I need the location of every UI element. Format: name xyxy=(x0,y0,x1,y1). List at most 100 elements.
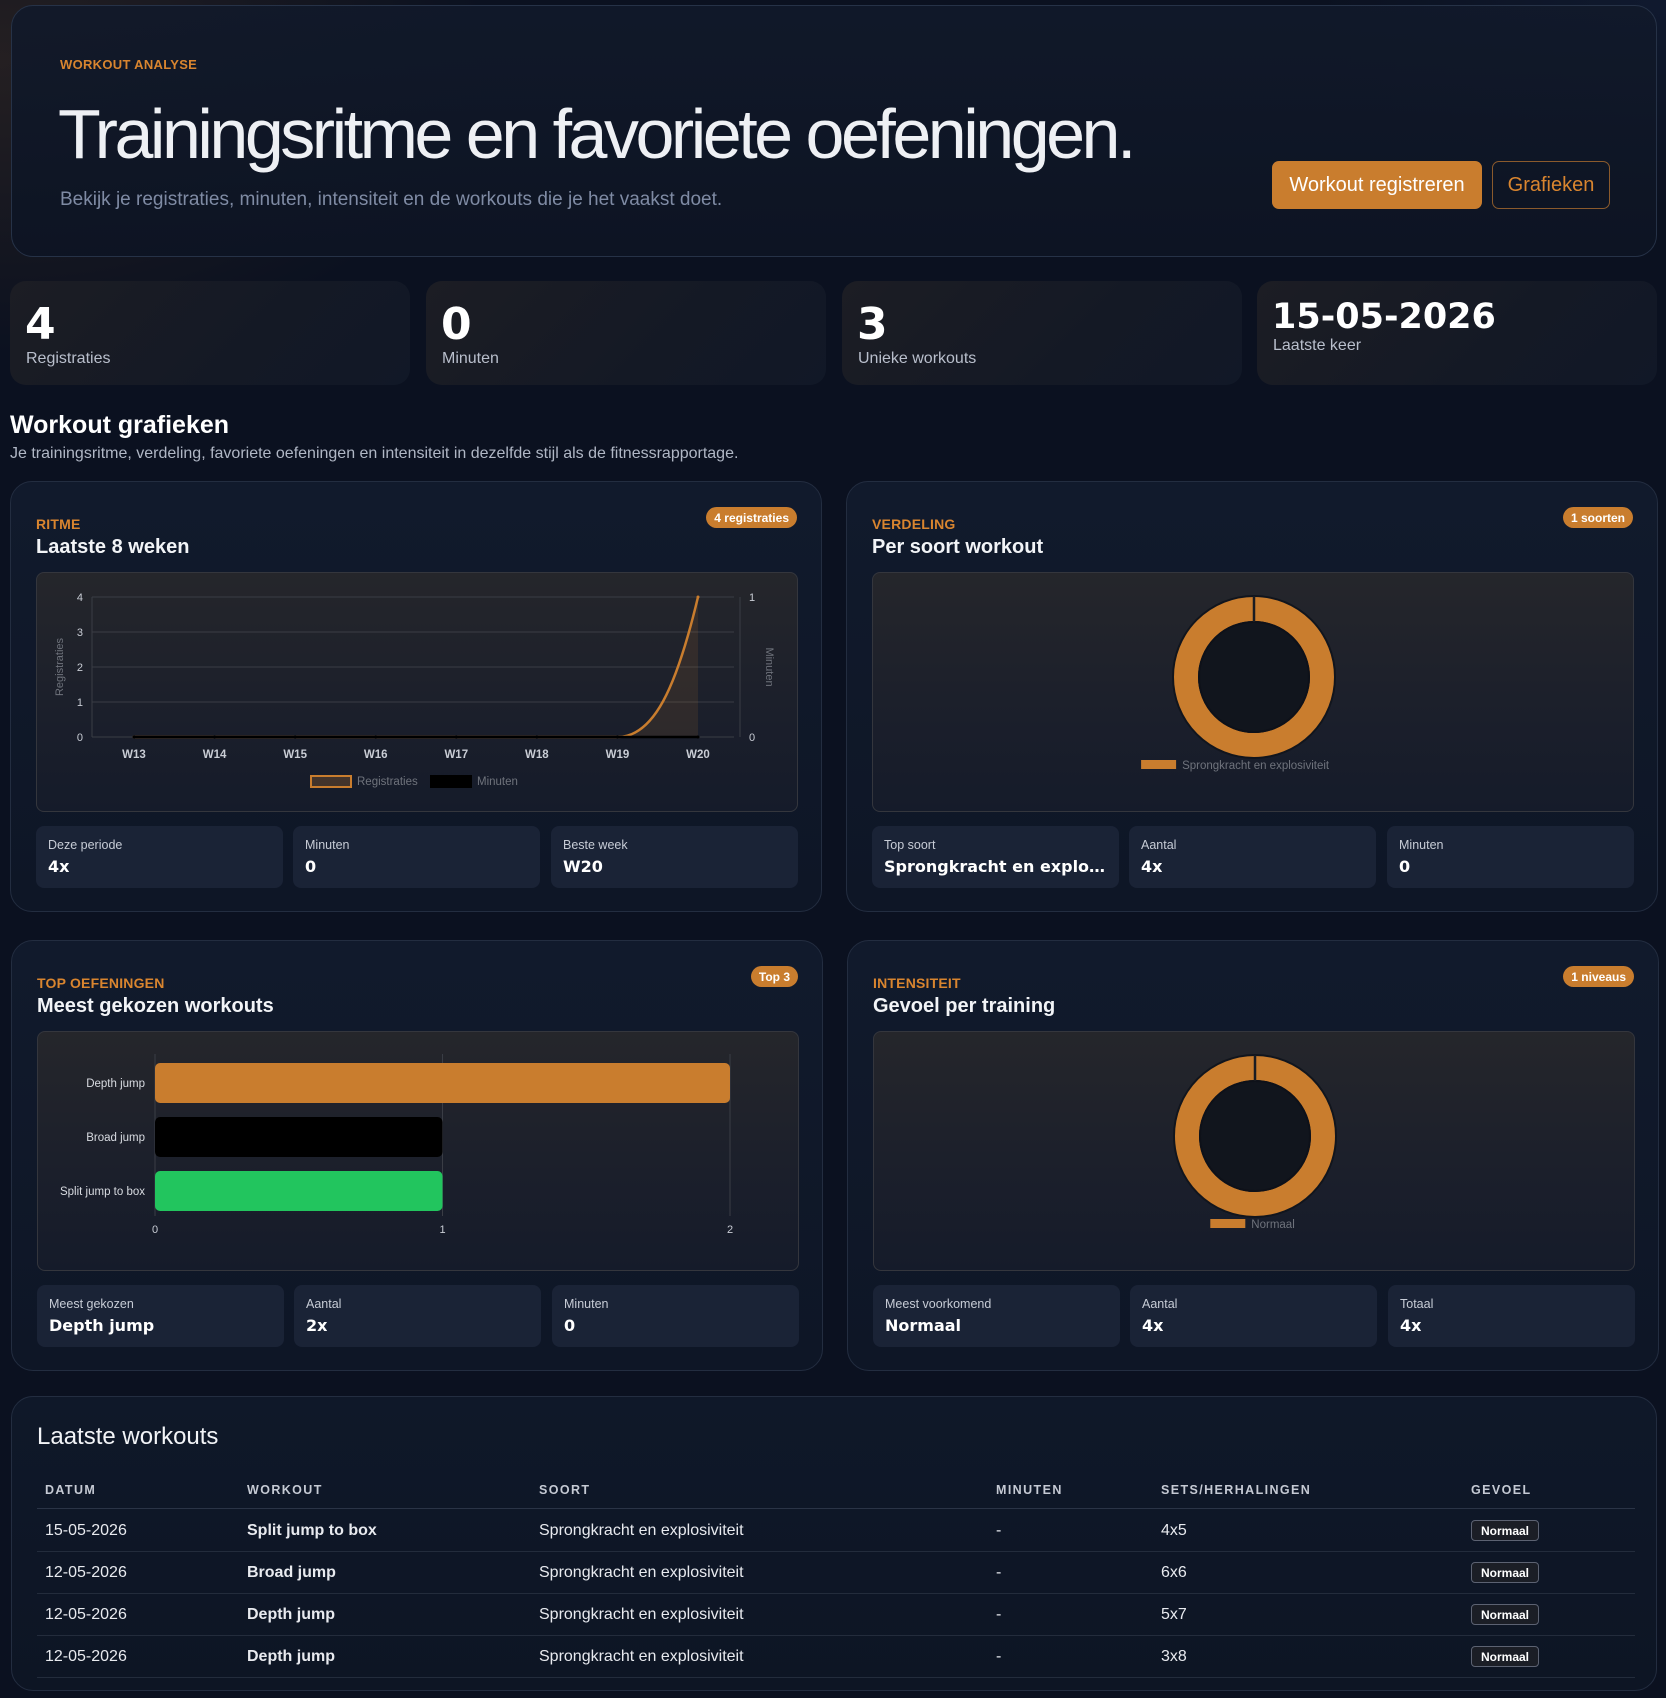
data-point xyxy=(535,735,539,739)
data-point xyxy=(213,735,217,739)
donut-chart-svg: Sprongkracht en explosiviteit xyxy=(1141,595,1336,772)
mini-stat: Meest gekozen Depth jump xyxy=(37,1285,284,1347)
mini-stat-value: Sprongkracht en explosiviteit xyxy=(884,857,1109,876)
card-eyebrow: INTENSITEIT xyxy=(873,975,961,991)
hero-subtitle: Bekijk je registraties, minuten, intensi… xyxy=(60,189,723,210)
x-tick-label: W13 xyxy=(122,749,146,761)
x-tick-label: 0 xyxy=(152,1224,158,1236)
mini-stat-label: Minuten xyxy=(1399,838,1444,852)
bar-chart-svg: 0 1 2 Depth jump Broad jump Split jump to box xyxy=(60,1054,733,1236)
data-point xyxy=(696,595,700,599)
feeling-badge: Normaal xyxy=(1471,1604,1540,1625)
table-row[interactable]: 12-05-2026 Depth jump Sprongkracht en ex… xyxy=(37,1594,1635,1636)
column-header-datum: DATUM xyxy=(45,1483,97,1497)
donut-chart-svg: Normaal xyxy=(1173,1054,1337,1231)
x-tick-label: W14 xyxy=(203,749,227,761)
cell-minuten: - xyxy=(996,1522,1002,1539)
card-title: Meest gekozen workouts xyxy=(37,995,274,1017)
x-tick-label: W19 xyxy=(606,749,630,761)
cell-soort: Sprongkracht en explosiviteit xyxy=(539,1648,744,1665)
x-tick-label: W20 xyxy=(686,749,710,761)
legend-label: Minuten xyxy=(477,776,518,788)
cell-workout: Broad jump xyxy=(247,1564,336,1581)
feeling-badge: Normaal xyxy=(1471,1646,1540,1667)
cell-minuten: - xyxy=(996,1606,1002,1623)
mini-stat: Beste week W20 xyxy=(551,826,798,888)
stat-card-laatste-keer: 15-05-2026 Laatste keer xyxy=(1257,281,1657,385)
legend-label: Registraties xyxy=(357,776,418,788)
legend-label: Sprongkracht en explosiviteit xyxy=(1182,760,1330,772)
cell-datum: 12-05-2026 xyxy=(45,1648,127,1665)
card-intensiteit: INTENSITEIT Gevoel per training 1 niveau… xyxy=(847,940,1659,1371)
mini-stat-value: W20 xyxy=(563,857,603,876)
count-badge: Top 3 xyxy=(750,966,798,987)
y-tick-label: 1 xyxy=(77,697,83,709)
cell-datum: 12-05-2026 xyxy=(45,1564,127,1581)
mini-stat-label: Aantal xyxy=(1141,838,1177,852)
mini-stat-label: Meest gekozen xyxy=(49,1297,134,1311)
y-axis-title: Registraties xyxy=(54,637,66,696)
y-tick-label: Split jump to box xyxy=(60,1186,145,1198)
section-subtitle: Je trainingsritme, verdeling, favoriete … xyxy=(10,445,739,462)
table-row[interactable]: 12-05-2026 Broad jump Sprongkracht en ex… xyxy=(37,1552,1635,1594)
x-tick-label: W18 xyxy=(525,749,549,761)
feeling-badge: Normaal xyxy=(1471,1562,1540,1583)
mini-stat-label: Minuten xyxy=(305,838,350,852)
card-eyebrow: RITME xyxy=(36,516,81,532)
cell-sets: 6x6 xyxy=(1161,1564,1187,1581)
cell-sets: 5x7 xyxy=(1161,1606,1187,1623)
mini-stat-label: Top soort xyxy=(884,838,936,852)
mini-stat: Aantal 4x xyxy=(1130,1285,1377,1347)
y2-tick-label: 1 xyxy=(749,592,755,604)
stat-card-unieke-workouts: 3 Unieke workouts xyxy=(842,281,1242,385)
stat-label: Minuten xyxy=(442,350,499,367)
stat-value: 0 xyxy=(441,299,472,350)
mini-stat: Aantal 4x xyxy=(1129,826,1376,888)
hero-eyebrow: WORKOUT ANALYSE xyxy=(60,57,198,72)
cell-sets: 3x8 xyxy=(1161,1648,1187,1665)
count-badge: 1 soorten xyxy=(1562,507,1633,528)
mini-stat-label: Minuten xyxy=(564,1297,609,1311)
table-row[interactable]: 15-05-2026 Split jump to box Sprongkrach… xyxy=(37,1510,1635,1552)
cell-workout: Depth jump xyxy=(247,1606,335,1623)
line-chart: 0 1 2 3 4 0 1 Registraties Minuten W13 W14 W15 W16 W1… xyxy=(36,572,798,812)
card-ritme: RITME Laatste 8 weken 4 registraties 0 1 2… xyxy=(10,481,822,912)
mini-stat-value: 4x xyxy=(48,857,70,876)
mini-stat-label: Aantal xyxy=(1142,1297,1178,1311)
table-header: DATUM WORKOUT SOORT MINUTEN SETS/HERHALI… xyxy=(37,1471,1635,1509)
data-point xyxy=(132,735,136,739)
y-tick-label: Broad jump xyxy=(86,1132,145,1144)
mini-stat-value: 0 xyxy=(1399,857,1411,876)
mini-stat: Minuten 0 xyxy=(293,826,540,888)
column-header-minuten: MINUTEN xyxy=(996,1483,1063,1497)
y-tick-label: 4 xyxy=(77,592,83,604)
cell-minuten: - xyxy=(996,1564,1002,1581)
x-tick-label: W15 xyxy=(283,749,307,761)
mini-stat: Minuten 0 xyxy=(1387,826,1634,888)
cell-sets: 4x5 xyxy=(1161,1522,1187,1539)
mini-stat: Minuten 0 xyxy=(552,1285,799,1347)
charts-button[interactable]: Grafieken xyxy=(1492,161,1610,209)
bar-broad-jump xyxy=(155,1117,443,1157)
register-workout-button[interactable]: Workout registreren xyxy=(1272,161,1482,209)
y2-axis-title: Minuten xyxy=(763,647,775,686)
x-tick-label: 2 xyxy=(727,1224,733,1236)
latest-workouts-panel: Laatste workouts DATUM WORKOUT SOORT MIN… xyxy=(11,1396,1657,1691)
y-tick-label: 2 xyxy=(77,662,83,674)
cell-datum: 15-05-2026 xyxy=(45,1522,127,1539)
donut-chart-soort: Sprongkracht en explosiviteit xyxy=(872,572,1634,812)
page-title: Trainingsritme en favoriete oefeningen. xyxy=(58,95,1136,173)
cell-datum: 12-05-2026 xyxy=(45,1606,127,1623)
column-header-sets: SETS/HERHALINGEN xyxy=(1161,1483,1312,1497)
table-row[interactable]: 12-05-2026 Depth jump Sprongkracht en ex… xyxy=(37,1636,1635,1678)
cell-soort: Sprongkracht en explosiviteit xyxy=(539,1522,744,1539)
column-header-soort: SOORT xyxy=(539,1483,591,1497)
mini-stat-value: Normaal xyxy=(885,1316,962,1335)
card-eyebrow: TOP OEFENINGEN xyxy=(37,975,165,991)
stat-value: 3 xyxy=(857,299,888,350)
card-title: Gevoel per training xyxy=(873,995,1056,1017)
feeling-badge: Normaal xyxy=(1471,1520,1540,1541)
stat-value: 4 xyxy=(25,299,56,350)
x-tick-label: 1 xyxy=(439,1224,445,1236)
count-badge: 4 registraties xyxy=(706,507,797,528)
